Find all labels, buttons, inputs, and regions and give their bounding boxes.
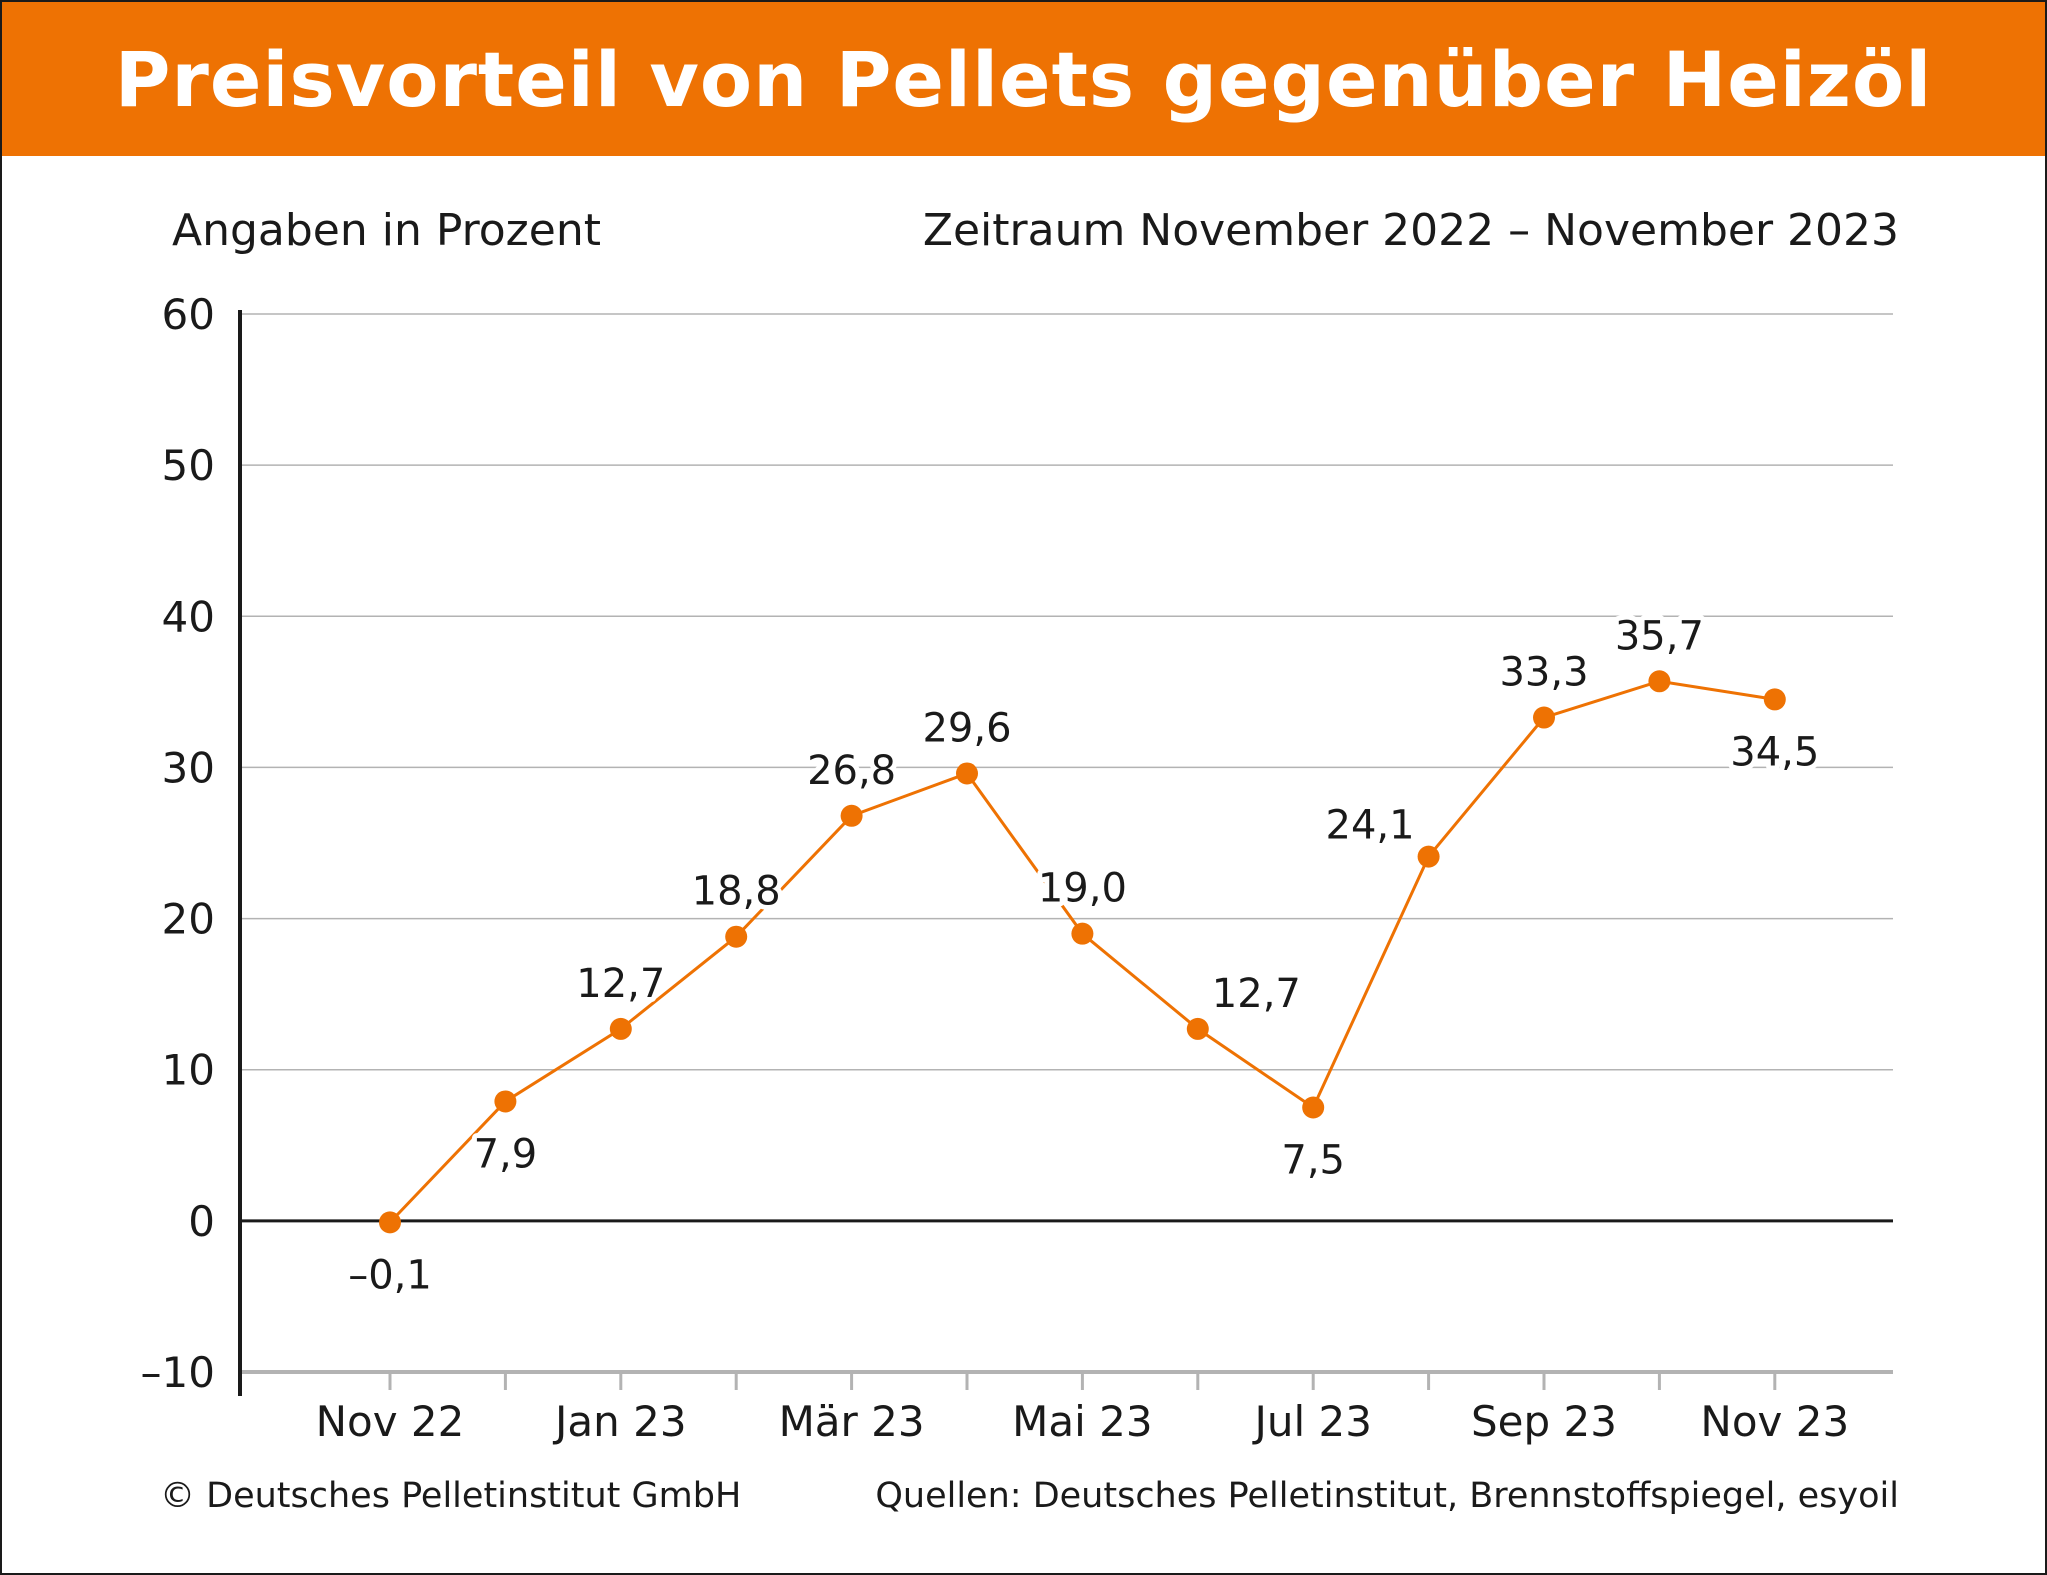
data-label-halo: 12,7 (576, 961, 665, 1007)
y-tick-label: 20 (162, 895, 215, 944)
x-tick-label: Nov 23 (1700, 1397, 1849, 1446)
x-tick-label: Nov 22 (316, 1397, 465, 1446)
data-point (609, 1017, 632, 1040)
data-label: 29,6 (922, 705, 1011, 751)
data-point (1186, 1017, 1209, 1040)
data-label-halo: 19,0 (1038, 866, 1127, 912)
y-tick-label: 60 (162, 290, 215, 339)
copyright-note: © Deutsches Pelletinstitut GmbH (160, 1476, 742, 1516)
data-label-halo: 7,5 (1281, 1138, 1345, 1184)
data-label-halo: 35,7 (1615, 613, 1704, 659)
x-tick-label: Jan 23 (552, 1397, 687, 1446)
x-tick-label: Mär 23 (779, 1397, 925, 1446)
data-label: 26,8 (807, 748, 896, 794)
data-point (1533, 706, 1555, 729)
y-tick-label: 30 (162, 743, 215, 792)
y-tick-label: 0 (188, 1197, 215, 1246)
data-point (956, 762, 978, 785)
unit-label: Angaben in Prozent (172, 205, 601, 256)
x-tick-label: Mai 23 (1012, 1397, 1152, 1446)
data-label: 33,3 (1499, 650, 1588, 696)
data-point (494, 1090, 517, 1113)
data-point (1302, 1096, 1325, 1119)
data-label: 18,8 (692, 869, 781, 915)
title-bar: Preisvorteil von Pellets gegenüber Heizö… (2, 2, 2045, 156)
data-point (1648, 670, 1671, 693)
data-label: 12,7 (576, 961, 665, 1007)
data-label: 19,0 (1038, 866, 1127, 912)
data-label: 7,5 (1281, 1138, 1345, 1184)
series-line (388, 679, 1776, 1224)
data-point (1763, 688, 1786, 711)
data-label-halo: 7,9 (474, 1131, 538, 1177)
data-label-halo: 24,1 (1326, 803, 1415, 849)
data-label: –0,1 (348, 1252, 432, 1298)
data-point (379, 1211, 401, 1234)
data-label-halo: 34,5 (1730, 729, 1819, 775)
data-label: 7,9 (474, 1131, 538, 1177)
sources-note: Quellen: Deutsches Pelletinstitut, Brenn… (875, 1476, 1899, 1516)
data-point (1071, 922, 1094, 945)
data-label-halo: 26,8 (807, 748, 896, 794)
data-label-halo: 18,8 (692, 869, 781, 915)
data-label: 35,7 (1615, 613, 1704, 659)
data-label-halo: 29,6 (922, 705, 1011, 751)
data-point (840, 804, 863, 827)
data-point (725, 925, 748, 948)
y-tick-label: –10 (141, 1348, 215, 1397)
y-tick-label: 40 (162, 592, 215, 641)
chart-title: Preisvorteil von Pellets gegenüber Heizö… (114, 34, 1933, 124)
y-tick-label: 50 (162, 441, 215, 490)
data-label: 12,7 (1212, 971, 1301, 1017)
x-tick-label: Jul 23 (1251, 1397, 1371, 1446)
data-label-halo: 12,7 (1212, 971, 1301, 1017)
data-point (1417, 845, 1440, 868)
period-label: Zeitraum November 2022 – November 2023 (922, 205, 1899, 256)
data-label: 34,5 (1730, 729, 1819, 775)
x-tick-label: Sep 23 (1471, 1397, 1617, 1446)
data-label: 24,1 (1326, 803, 1415, 849)
data-label-halo: 33,3 (1499, 650, 1588, 696)
y-tick-label: 10 (162, 1046, 215, 1095)
data-label-halo: –0,1 (348, 1252, 432, 1298)
line-chart: –10 0 10 20 30 40 50 60 Nov 22 Jan 23 Mär 23 Mai 23… (141, 290, 1893, 1446)
